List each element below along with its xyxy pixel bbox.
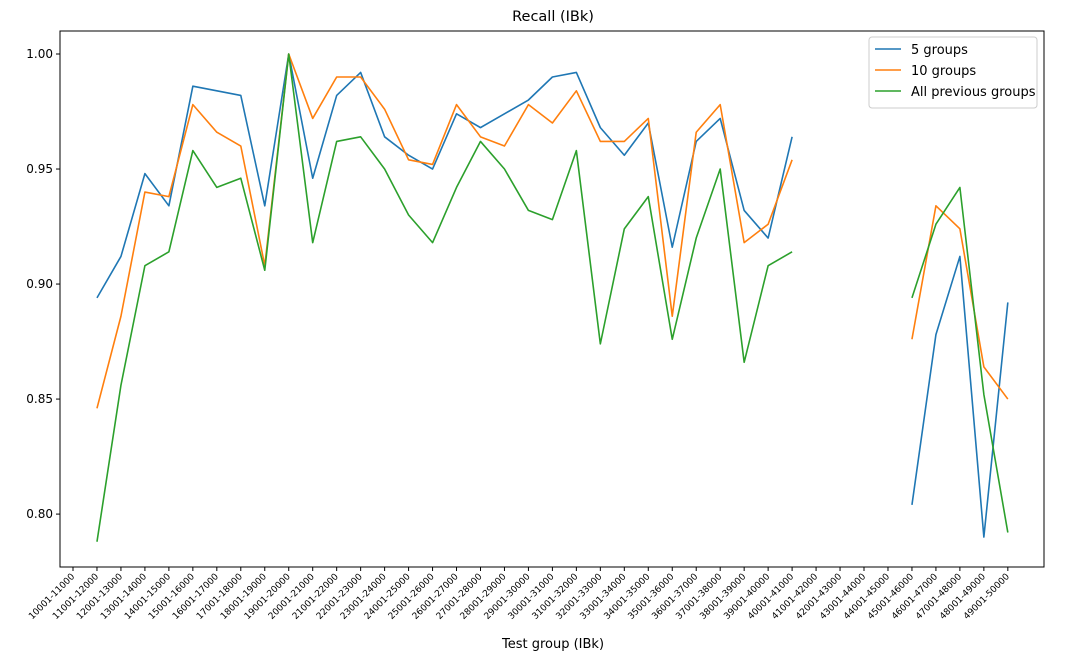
series-line-1 <box>96 53 1009 538</box>
y-tick-label: 0.90 <box>26 277 53 291</box>
y-tick-label: 0.85 <box>26 392 53 406</box>
series-line-3 <box>96 53 1009 542</box>
legend-label: 5 groups <box>911 43 968 58</box>
series-layer <box>96 53 1009 542</box>
y-tick-label: 1.00 <box>26 47 53 61</box>
chart-title: Recall (IBk) <box>512 9 594 25</box>
y-tick-label: 0.95 <box>26 162 53 176</box>
legend-label: 10 groups <box>911 64 976 79</box>
legend-label: All previous groups <box>911 85 1036 100</box>
x-axis-title: Test group (IBk) <box>501 637 604 652</box>
legend-box <box>868 36 1038 109</box>
legend: 5 groups 10 groups All previous groups <box>868 36 1038 109</box>
y-tick-label: 0.80 <box>26 507 53 521</box>
x-axis: 10001-1100011001-1200012001-1300013001-1… <box>27 567 1012 622</box>
y-axis: 0.80 0.85 0.90 0.95 1.00 <box>26 47 60 521</box>
plot-frame <box>59 30 1045 568</box>
